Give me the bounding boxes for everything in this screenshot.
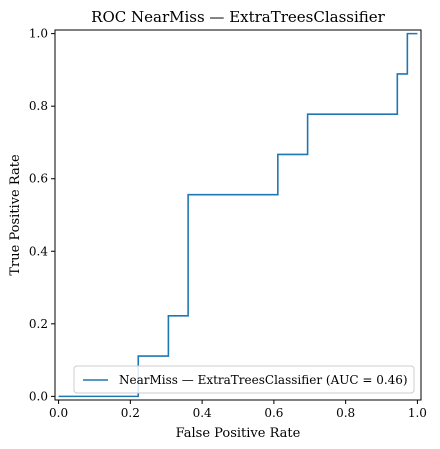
x-tick-label: 0.2	[121, 406, 140, 420]
x-tick-label: 0.4	[193, 406, 212, 420]
x-tick-label: 1.0	[408, 406, 427, 420]
roc-curve-line	[58, 32, 418, 398]
x-axis-ticks: 0.0 0.2 0.4 0.6 0.8 1.0	[49, 400, 427, 420]
y-tick-label: 0.8	[29, 99, 48, 113]
chart-title: ROC NearMiss — ExtraTreesClassifier	[91, 8, 386, 26]
y-tick-label: 0.4	[29, 244, 48, 258]
x-tick-label: 0.6	[264, 406, 283, 420]
legend-box	[73, 365, 415, 394]
plot-area	[54, 29, 422, 401]
x-tick-label: 0.8	[336, 406, 355, 420]
legend: NearMiss — ExtraTreesClassifier (AUC = 0…	[73, 365, 415, 394]
y-axis-label: True Positive Rate	[8, 154, 23, 276]
x-axis-label: False Positive Rate	[176, 426, 301, 441]
x-tick-label: 0.0	[49, 406, 68, 420]
y-tick-label: 1.0	[29, 27, 48, 41]
y-tick-label: 0.6	[29, 172, 48, 186]
y-tick-label: 0.2	[29, 317, 48, 331]
y-tick-label: 0.0	[29, 389, 48, 403]
legend-label: NearMiss — ExtraTreesClassifier (AUC = 0…	[119, 373, 408, 387]
plot-frame	[54, 29, 422, 401]
y-axis-ticks: 0.0 0.2 0.4 0.6 0.8 1.0	[29, 27, 55, 403]
